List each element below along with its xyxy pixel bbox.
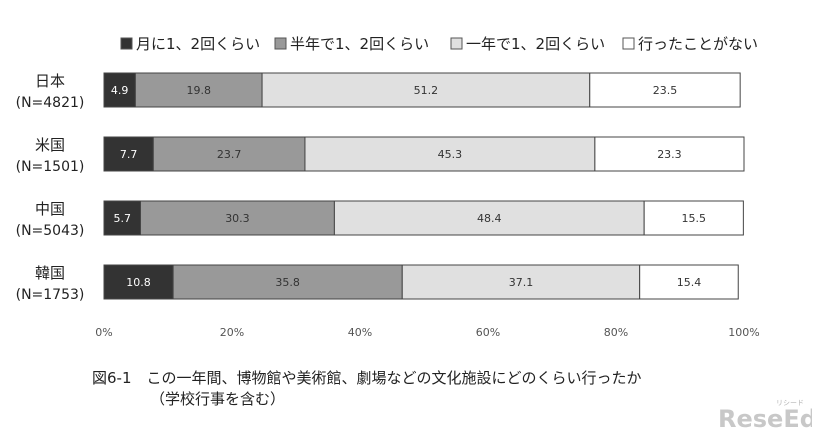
- bar-row: 4.9 19.8 51.2 23.5: [103, 72, 741, 108]
- bars: 4.9 19.8 51.2 23.5 7.7 23.7 45.3 23.3 5.7 30.3 48.…: [103, 72, 745, 300]
- legend-label: 月に1、2回くらい: [136, 35, 260, 53]
- data-label: 23.7: [217, 148, 242, 161]
- data-label: 51.2: [414, 84, 439, 97]
- data-label: 19.8: [186, 84, 211, 97]
- data-label: 10.8: [126, 276, 151, 289]
- bar-segment: [589, 72, 741, 108]
- bar-row: 10.8 35.8 37.1 15.4: [103, 264, 739, 300]
- x-tick-label: 20%: [220, 326, 244, 339]
- data-label: 15.5: [682, 212, 707, 225]
- x-tick-label: 0%: [95, 326, 112, 339]
- bar-segment: [103, 200, 141, 236]
- stacked-bar-chart: 月に1、2回くらい 半年で1、2回くらい 一年で1、2回くらい 行ったことがない 日本…: [16, 35, 760, 339]
- x-tick-label: 80%: [604, 326, 628, 339]
- bar-segment: [103, 264, 174, 300]
- legend-item: 半年で1、2回くらい: [274, 35, 429, 53]
- x-tick-label: 40%: [348, 326, 372, 339]
- bar-segment: [139, 200, 335, 236]
- data-label: 30.3: [225, 212, 250, 225]
- data-label: 45.3: [438, 148, 463, 161]
- category-label: 中国: [35, 200, 65, 218]
- reseed-logo: リシード ReseEd: [718, 399, 812, 430]
- legend-swatch: [450, 37, 463, 50]
- bar-segment: [639, 264, 739, 300]
- data-label: 7.7: [120, 148, 138, 161]
- legend-swatch: [622, 37, 635, 50]
- bar-segment: [152, 136, 306, 172]
- bar-segment: [643, 200, 744, 236]
- bar-segment: [261, 72, 591, 108]
- x-tick-label: 60%: [476, 326, 500, 339]
- category-labels: 日本 (N=4821) 米国 (N=1501) 中国 (N=5043) 韓国 (N=1753): [16, 72, 85, 303]
- bar-segment: [103, 136, 154, 172]
- x-axis: 0% 20% 40% 60% 80% 100%: [95, 326, 759, 339]
- data-label: 15.4: [677, 276, 702, 289]
- data-label: 4.9: [111, 84, 129, 97]
- category-label: 韓国: [35, 264, 65, 282]
- legend-swatch: [274, 37, 287, 50]
- x-tick-label: 100%: [728, 326, 759, 339]
- category-label: 日本: [35, 72, 65, 90]
- figure-caption: 図6-1 この一年間、博物館や美術館、劇場などの文化施設にどのくらい行ったか: [92, 369, 642, 387]
- legend-label: 一年で1、2回くらい: [466, 35, 605, 53]
- legend: 月に1、2回くらい 半年で1、2回くらい 一年で1、2回くらい 行ったことがない: [120, 35, 758, 53]
- bar-segment: [103, 72, 136, 108]
- data-label: 35.8: [275, 276, 300, 289]
- legend-item: 月に1、2回くらい: [120, 35, 260, 53]
- bar-segment: [134, 72, 263, 108]
- category-sample-size: (N=1501): [16, 159, 85, 175]
- logo-text: ReseEd: [718, 405, 812, 430]
- category-sample-size: (N=1753): [16, 287, 85, 303]
- figure-caption-subtitle: （学校行事を含む）: [150, 390, 286, 408]
- data-label: 23.5: [653, 84, 678, 97]
- legend-item: 一年で1、2回くらい: [450, 35, 605, 53]
- logo-subtext: リシード: [776, 399, 804, 407]
- data-label: 23.3: [657, 148, 682, 161]
- legend-swatch: [120, 37, 133, 50]
- category-sample-size: (N=5043): [16, 223, 85, 239]
- bar-segment: [594, 136, 745, 172]
- data-label: 5.7: [113, 212, 131, 225]
- legend-label: 半年で1、2回くらい: [290, 35, 429, 53]
- legend-label: 行ったことがない: [638, 35, 758, 53]
- bar-row: 7.7 23.7 45.3 23.3: [103, 136, 745, 172]
- data-label: 48.4: [477, 212, 502, 225]
- legend-item: 行ったことがない: [622, 35, 758, 53]
- category-label: 米国: [35, 136, 65, 154]
- bar-segment: [304, 136, 596, 172]
- data-label: 37.1: [509, 276, 534, 289]
- bar-segment: [172, 264, 403, 300]
- category-sample-size: (N=4821): [16, 95, 85, 111]
- bar-row: 5.7 30.3 48.4 15.5: [103, 200, 744, 236]
